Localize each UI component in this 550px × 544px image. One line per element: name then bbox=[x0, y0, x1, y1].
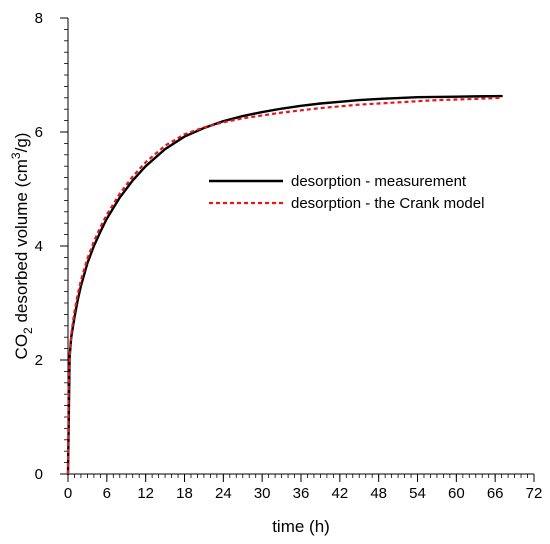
x-tick-label: 66 bbox=[487, 485, 504, 502]
y-tick-label: 4 bbox=[35, 238, 43, 255]
x-tick-label: 72 bbox=[526, 485, 543, 502]
x-tick-label: 30 bbox=[254, 485, 271, 502]
x-tick-label: 60 bbox=[448, 485, 465, 502]
x-tick-label: 18 bbox=[176, 485, 193, 502]
y-tick-label: 6 bbox=[35, 124, 43, 141]
x-tick-label: 12 bbox=[137, 485, 154, 502]
series-line-crank-model bbox=[66, 96, 502, 475]
x-tick-label: 0 bbox=[64, 485, 72, 502]
legend-label-measurement: desorption - measurement bbox=[291, 173, 467, 190]
x-tick-label: 42 bbox=[331, 485, 348, 502]
x-tick-label: 6 bbox=[103, 485, 111, 502]
minor-ticks bbox=[64, 17, 535, 478]
y-tick-label: 8 bbox=[35, 10, 43, 27]
x-tick-label: 24 bbox=[215, 485, 232, 502]
x-axis-title: time (h) bbox=[272, 517, 330, 536]
series-layer bbox=[66, 94, 503, 476]
x-tick-label: 48 bbox=[370, 485, 387, 502]
legend: desorption - measurement desorption - th… bbox=[209, 173, 484, 212]
series-line-measurement bbox=[66, 94, 503, 476]
y-axis-title: CO2 desorbed volume (cm3/g) bbox=[9, 133, 35, 360]
legend-label-crank-model: desorption - the Crank model bbox=[291, 195, 484, 212]
y-tick-label: 2 bbox=[35, 352, 43, 369]
major-ticks bbox=[60, 17, 535, 482]
x-tick-label: 36 bbox=[293, 485, 310, 502]
y-tick-label: 0 bbox=[35, 466, 43, 483]
x-tick-label: 54 bbox=[409, 485, 426, 502]
